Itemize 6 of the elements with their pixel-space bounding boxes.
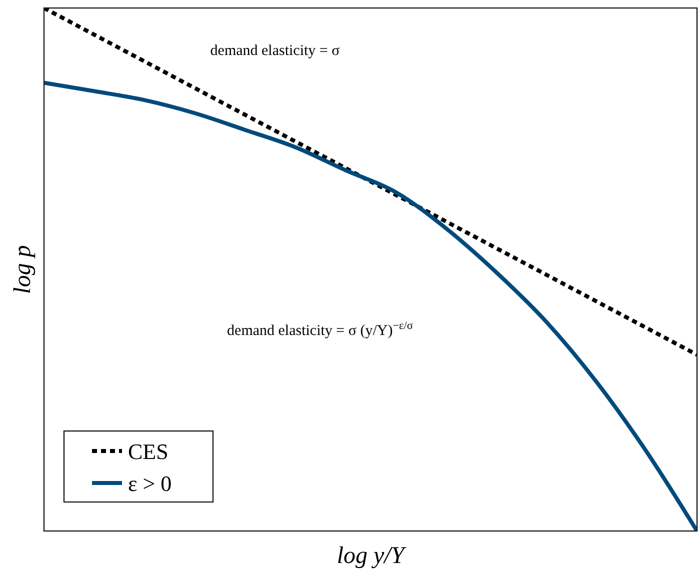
y-axis-title: log p <box>10 245 36 294</box>
x-axis-title: log y/Y <box>336 543 407 569</box>
annotation: demand elasticity = σ (y/Y)$^{−ε/σ}$ <box>227 320 413 339</box>
annotation: demand elasticity = σ <box>210 43 340 59</box>
legend-label: CES <box>128 439 168 464</box>
legend-label: ε > 0 <box>128 471 172 496</box>
